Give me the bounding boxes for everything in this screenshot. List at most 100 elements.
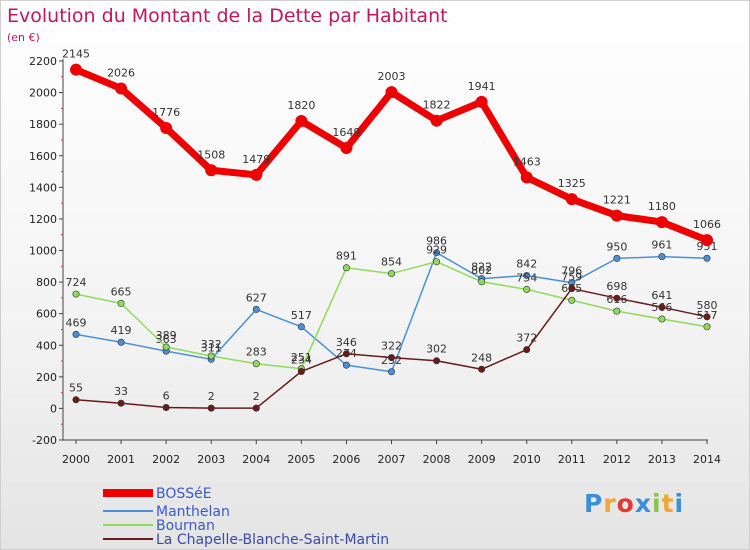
x-tick-label: 2007 [378, 453, 406, 466]
data-point [703, 313, 711, 321]
data-point [523, 285, 531, 293]
data-point [70, 63, 82, 76]
data-label: 55 [69, 382, 83, 395]
data-point [387, 368, 395, 376]
data-label: 641 [651, 289, 672, 302]
data-point [433, 249, 441, 257]
data-label: 754 [516, 271, 537, 284]
legend-label-0: BOSSéE [156, 486, 212, 502]
data-label: 2026 [107, 66, 135, 79]
data-point [72, 396, 80, 404]
x-tick-label: 2014 [693, 453, 721, 466]
y-tick-label: 600 [36, 308, 57, 321]
data-point [340, 142, 353, 155]
data-point [658, 303, 666, 311]
data-point [433, 357, 441, 365]
data-label: 1508 [197, 148, 225, 161]
data-point [701, 234, 713, 247]
data-point [117, 338, 125, 346]
data-label: 1820 [287, 99, 315, 112]
data-point [72, 330, 80, 338]
data-point [520, 171, 533, 184]
y-tick-label: 0 [50, 402, 57, 415]
data-point [658, 315, 666, 323]
data-label: 311 [201, 341, 222, 354]
data-label: 1479 [242, 153, 270, 166]
data-label: 929 [426, 244, 447, 257]
data-label: 950 [606, 240, 627, 253]
logo-letter: o [616, 489, 635, 518]
data-label: 891 [336, 250, 357, 263]
data-point [613, 307, 621, 315]
data-point [523, 271, 531, 279]
data-point [117, 399, 125, 407]
x-tick-label: 2008 [423, 453, 451, 466]
logo-letter: t [661, 489, 675, 518]
x-tick-label: 2010 [513, 453, 541, 466]
data-point [478, 278, 486, 286]
data-point [523, 346, 531, 354]
data-point [252, 404, 260, 412]
y-tick-label: 1400 [29, 181, 57, 194]
logo-letter: i [674, 489, 685, 518]
data-label: 248 [471, 351, 492, 364]
data-point [430, 114, 443, 127]
data-point [568, 285, 576, 293]
legend-label-3: La Chapelle-Blanche-Saint-Martin [156, 532, 389, 548]
y-tick-label: 1000 [29, 245, 57, 258]
logo-letter: P [584, 489, 604, 518]
data-point [207, 352, 215, 360]
data-point [297, 367, 305, 375]
legend-swatch-2 [103, 524, 153, 526]
data-label: 1776 [152, 106, 180, 119]
y-tick-label: 200 [36, 371, 57, 384]
x-tick-label: 2009 [468, 453, 496, 466]
data-label: 854 [381, 256, 402, 269]
data-point [162, 403, 170, 411]
data-label: 698 [606, 280, 627, 293]
series-2: 7246653893322832518918549298027546856165… [66, 244, 718, 373]
y-tick-label: 2200 [29, 55, 57, 68]
data-point [342, 361, 350, 369]
data-point [613, 294, 621, 302]
logo-letter: r [603, 489, 617, 518]
legend-label-2: Bournan [156, 518, 215, 534]
x-tick-label: 2002 [152, 453, 180, 466]
data-point [385, 86, 398, 99]
y-tick-label: 2000 [29, 87, 57, 100]
data-label: 332 [201, 338, 222, 351]
data-label: 2003 [378, 70, 406, 83]
data-point [342, 264, 350, 272]
data-label: 951 [697, 240, 718, 253]
data-point [568, 296, 576, 304]
data-label: 1649 [332, 126, 360, 139]
data-label: 724 [66, 276, 87, 289]
legend-swatch-0 [103, 489, 153, 497]
data-label: 1180 [648, 200, 676, 213]
data-point [205, 164, 218, 177]
data-point [295, 115, 308, 128]
data-point [387, 270, 395, 278]
logo-letter: i [652, 489, 662, 518]
data-label: 842 [516, 257, 537, 270]
series-0: 2145 2026 1776 1508 1479 1820 1649 2003 1822 1941… [62, 48, 721, 247]
data-label: 580 [697, 299, 718, 312]
data-label: 6 [163, 389, 170, 402]
series-3: 55 33 6 2 2 234 346 322 302 248 372 759 698 641 580 [69, 271, 718, 412]
x-tick-label: 2003 [197, 453, 225, 466]
data-point [610, 209, 623, 222]
data-label: 1463 [513, 155, 541, 168]
data-label: 802 [471, 264, 492, 277]
y-tick-label: 400 [36, 339, 57, 352]
data-point [658, 253, 666, 261]
data-label: 822 [471, 261, 492, 274]
data-label: 419 [111, 324, 132, 337]
data-label: 665 [111, 285, 132, 298]
x-tick-label: 2005 [287, 453, 315, 466]
x-tick-label: 2000 [62, 453, 90, 466]
data-label: 2 [208, 390, 215, 403]
data-point [655, 216, 668, 229]
data-label: 346 [336, 336, 357, 349]
chart-title: Evolution du Montant de la Dette par Hab… [7, 5, 448, 27]
